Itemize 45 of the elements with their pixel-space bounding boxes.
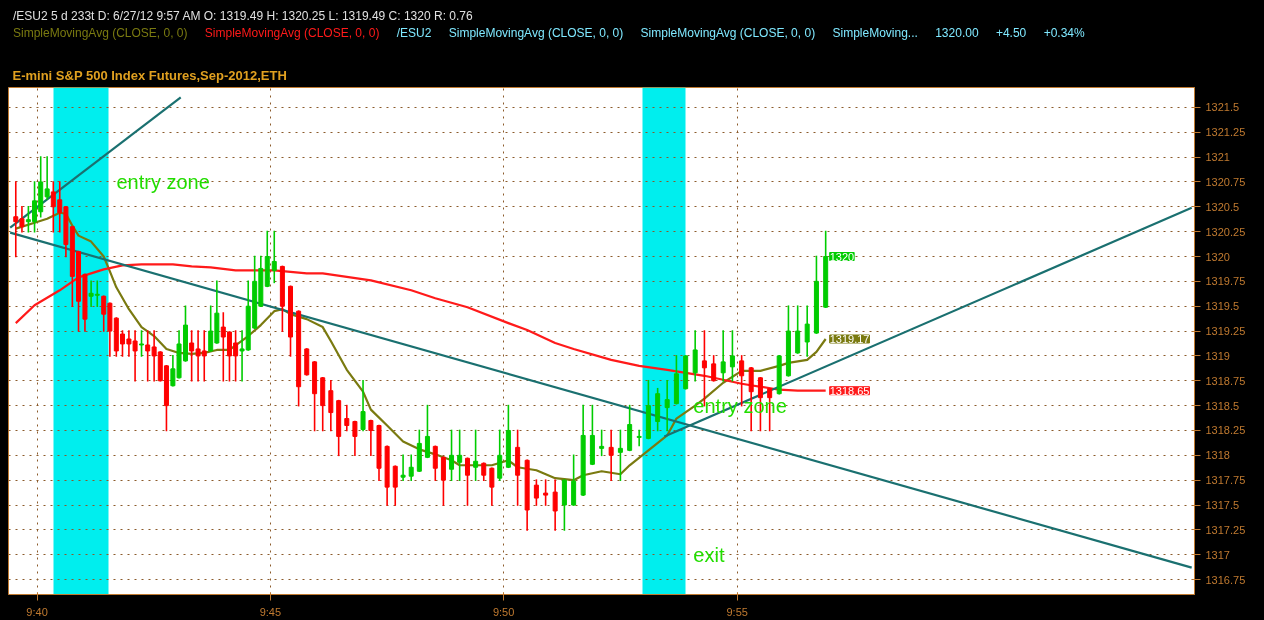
y-tick-label: 1318 bbox=[1205, 449, 1230, 462]
y-tick-label: 1318.5 bbox=[1205, 399, 1240, 412]
y-tick-label: 1317 bbox=[1205, 548, 1230, 561]
candlestick bbox=[139, 330, 145, 357]
y-tick-label: 1319.25 bbox=[1205, 325, 1246, 338]
chart-title: E-mini S&P 500 Index Futures,Sep-2012,ETH bbox=[12, 67, 287, 83]
candlestick bbox=[543, 479, 549, 506]
y-tick-label: 1317.25 bbox=[1205, 523, 1246, 536]
chart-subtitle: /ESU2 5 d 233t D: 6/27/12 9:57 AM O: 1319.49 H: 1320.25 L: 1319.49 C: 1320 R: 0.76 bbox=[13, 9, 473, 23]
x-tick-label: 9:55 bbox=[726, 605, 748, 618]
y-tick-label: 1319.5 bbox=[1205, 300, 1240, 313]
y-tick-label: 1320.25 bbox=[1205, 225, 1246, 238]
text: +0.34% bbox=[1043, 26, 1085, 40]
text: SimpleMovingAvg (CLOSE, 0, 0) bbox=[448, 26, 624, 40]
y-tick-label: 1319.75 bbox=[1205, 275, 1246, 288]
annotation: 1320 bbox=[829, 250, 855, 263]
y-tick-label: 1320.5 bbox=[1205, 200, 1240, 213]
y-tick-label: 1320.75 bbox=[1205, 175, 1246, 188]
y-tick-label: 1319 bbox=[1205, 349, 1230, 362]
y-tick-label: 1316.75 bbox=[1205, 573, 1246, 586]
y-tick-label: 1321 bbox=[1205, 151, 1230, 164]
annotation: 1318.65 bbox=[829, 384, 870, 397]
y-tick-label: 1317.75 bbox=[1205, 474, 1246, 487]
text: 1320.00 bbox=[935, 26, 979, 40]
candlestick bbox=[683, 355, 689, 390]
x-tick-label: 9:50 bbox=[492, 605, 515, 618]
text: +4.50 bbox=[995, 26, 1027, 40]
annotation: exit bbox=[693, 543, 725, 566]
annotation: entry zone bbox=[116, 170, 210, 193]
x-tick-label: 9:45 bbox=[259, 605, 282, 618]
y-tick-label: 1320 bbox=[1205, 250, 1230, 263]
text: SimpleMoving... bbox=[832, 26, 918, 40]
text: SimpleMovingAvg (CLOSE, 0, 0) bbox=[204, 26, 380, 40]
text: /ESU2 bbox=[396, 26, 432, 40]
candlestick bbox=[776, 355, 782, 395]
text: SimpleMovingAvg (CLOSE, 0, 0) bbox=[13, 26, 188, 40]
candlestick bbox=[304, 348, 310, 376]
y-tick-label: 1321.25 bbox=[1205, 126, 1246, 139]
annotation: 1319.17 bbox=[829, 333, 870, 346]
y-tick-label: 1321.5 bbox=[1205, 101, 1240, 114]
y-tick-label: 1317.5 bbox=[1205, 499, 1240, 512]
text: SimpleMovingAvg (CLOSE, 0, 0) bbox=[640, 26, 816, 40]
x-tick-label: 9:40 bbox=[26, 605, 48, 618]
y-tick-label: 1318.75 bbox=[1205, 374, 1246, 387]
y-tick-label: 1318.25 bbox=[1205, 424, 1246, 437]
